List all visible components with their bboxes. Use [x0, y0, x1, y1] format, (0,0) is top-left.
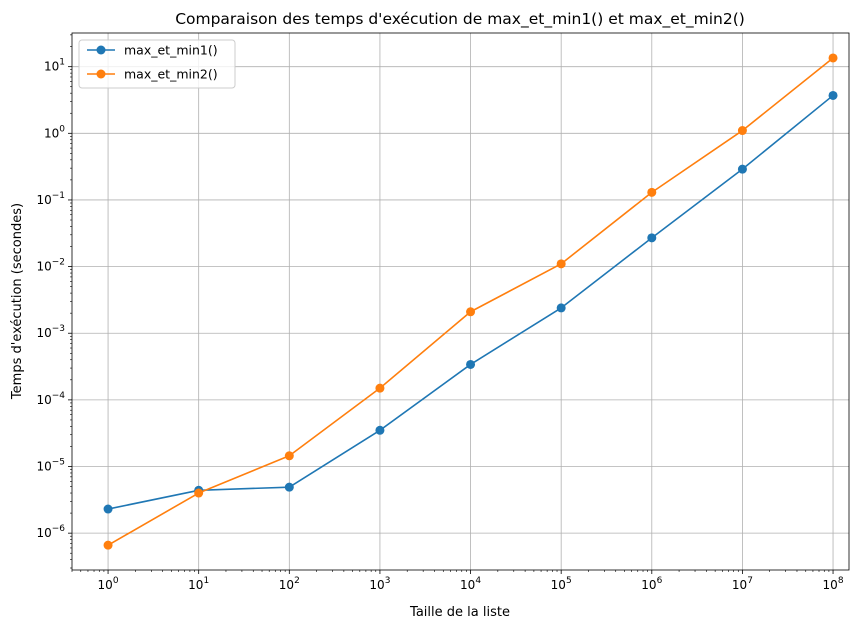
chart-title: Comparaison des temps d'exécution de max…: [175, 10, 745, 29]
x-axis-label: Taille de la liste: [409, 605, 510, 620]
data-point-series-1: [375, 425, 385, 435]
y-axis-label: Temps d'exécution (secondes): [10, 203, 25, 400]
legend-label-max-et-min1: max_et_min1(): [124, 43, 218, 58]
data-point-series-2: [284, 451, 294, 461]
data-point-series-2: [556, 259, 566, 269]
x-tick-label: 100: [98, 576, 119, 592]
y-tick-label: 10−1: [36, 191, 65, 207]
x-tick-label: 107: [732, 576, 753, 592]
y-tick-label: 10−4: [36, 391, 65, 407]
y-tick-label: 100: [44, 124, 65, 140]
legend-marker-max-et-min1: [96, 45, 106, 55]
legend-label-max-et-min2: max_et_min2(): [124, 67, 218, 82]
legend-marker-max-et-min2: [96, 69, 106, 79]
y-tick-label: 10−2: [36, 258, 65, 274]
y-tick-label: 10−3: [36, 324, 65, 340]
x-tick-label: 103: [369, 576, 390, 592]
x-tick-label: 108: [823, 576, 844, 592]
data-point-series-1: [647, 233, 657, 243]
x-tick-label: 102: [279, 576, 300, 592]
data-point-series-2: [466, 307, 476, 317]
x-tick-label: 101: [188, 576, 209, 592]
plot-area: [72, 33, 849, 570]
data-point-series-1: [466, 359, 476, 369]
data-point-series-1: [284, 482, 294, 492]
grid: [72, 33, 849, 570]
x-tick-label: 104: [460, 576, 481, 592]
x-tick-label: 106: [641, 576, 662, 592]
y-tick-label: 10−6: [36, 524, 65, 540]
data-point-series-2: [737, 126, 747, 136]
data-point-series-1: [737, 164, 747, 174]
data-point-series-2: [828, 53, 838, 63]
legend: max_et_min1() max_et_min2(): [78, 39, 236, 89]
data-point-series-2: [647, 187, 657, 197]
data-point-series-1: [103, 504, 113, 514]
x-tick-label: 105: [551, 576, 572, 592]
data-point-series-2: [194, 488, 204, 498]
data-point-series-1: [828, 90, 838, 100]
y-tick-label: 10−5: [36, 458, 65, 474]
legend-box: [78, 39, 236, 89]
data-point-series-2: [103, 540, 113, 550]
axes: 100 101 102 103 104 105 106 107 108 10−6 10−5 10−4 1…: [36, 34, 844, 592]
data-point-series-1: [556, 303, 566, 313]
y-tick-label: 101: [44, 58, 65, 74]
series-layer: [103, 53, 838, 550]
data-point-series-2: [375, 383, 385, 393]
